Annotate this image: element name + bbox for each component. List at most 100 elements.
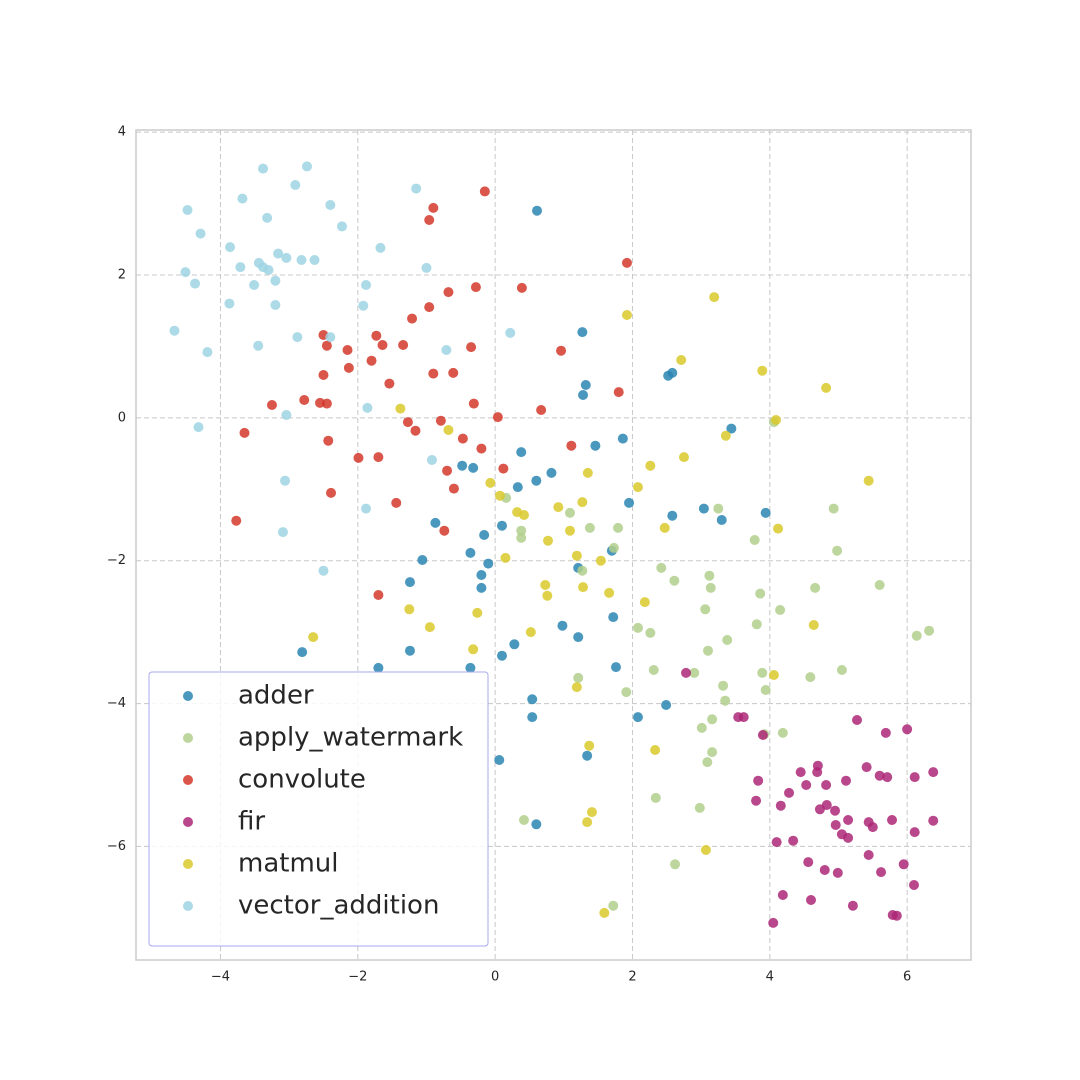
point: [768, 670, 779, 680]
legend-marker: [183, 775, 193, 785]
point: [784, 787, 795, 798]
point: [411, 183, 422, 194]
point: [632, 622, 643, 633]
point: [621, 687, 632, 698]
point: [843, 832, 854, 843]
point: [373, 452, 384, 463]
x-tick-label: −4: [211, 970, 230, 985]
y-tick-label: −2: [107, 553, 126, 568]
point: [417, 555, 428, 565]
point: [578, 582, 589, 593]
point: [582, 817, 593, 828]
legend-marker: [183, 733, 193, 743]
x-tick-label: 4: [766, 970, 774, 985]
point: [343, 362, 354, 373]
point: [755, 588, 766, 599]
point: [571, 682, 582, 693]
point: [492, 412, 503, 423]
point: [689, 667, 700, 678]
point: [297, 647, 308, 658]
point: [586, 807, 597, 818]
x-tick-label: 2: [628, 970, 636, 985]
point: [309, 255, 320, 265]
point: [546, 467, 557, 478]
point: [494, 490, 505, 501]
point: [512, 507, 523, 518]
point: [716, 515, 727, 525]
point: [773, 523, 784, 534]
point: [832, 867, 843, 878]
y-tick-label: 2: [118, 268, 126, 283]
point: [694, 802, 705, 813]
point: [578, 390, 589, 400]
point: [362, 402, 373, 413]
point: [821, 382, 832, 393]
point: [225, 242, 236, 253]
point: [669, 575, 680, 586]
point: [621, 310, 632, 320]
point: [810, 582, 821, 593]
point: [805, 672, 816, 683]
point: [428, 202, 439, 213]
point: [584, 740, 595, 751]
points: [169, 161, 939, 928]
point: [323, 435, 334, 446]
point: [479, 186, 490, 197]
point: [494, 755, 505, 765]
point: [801, 780, 812, 790]
point: [428, 368, 439, 379]
point: [678, 452, 689, 463]
point: [516, 532, 527, 543]
point: [180, 267, 191, 278]
point: [909, 772, 920, 783]
point: [891, 910, 902, 921]
point: [224, 298, 235, 309]
point: [775, 605, 786, 615]
ticks: −4 −2 0 2 4 6 −6 −4 −2 0 2 4: [107, 125, 911, 985]
point: [325, 332, 336, 343]
point: [398, 340, 409, 350]
point: [909, 827, 920, 838]
point: [698, 503, 709, 514]
point: [648, 665, 659, 675]
y-tick-label: 0: [118, 410, 126, 425]
point: [718, 680, 729, 691]
point: [828, 503, 839, 514]
point: [707, 747, 718, 758]
x-tick-label: 6: [903, 970, 911, 985]
point: [928, 815, 939, 826]
point: [670, 859, 681, 870]
point: [430, 517, 441, 528]
point: [902, 724, 913, 735]
point: [270, 275, 281, 286]
point: [410, 425, 421, 436]
point: [299, 395, 310, 405]
point: [705, 582, 716, 593]
point: [525, 627, 536, 638]
point: [509, 639, 520, 650]
point: [326, 487, 337, 498]
point: [806, 895, 817, 905]
point: [280, 475, 291, 486]
point: [676, 355, 687, 365]
point: [258, 163, 269, 174]
point: [321, 398, 332, 409]
point: [527, 694, 538, 705]
point: [599, 907, 610, 918]
point: [882, 772, 893, 783]
point: [202, 347, 213, 358]
point: [928, 767, 939, 778]
point: [308, 632, 319, 643]
point: [610, 662, 621, 673]
point: [667, 510, 678, 521]
point: [470, 282, 481, 293]
point: [830, 805, 841, 816]
point: [391, 497, 402, 508]
point: [656, 562, 667, 573]
point: [650, 745, 661, 755]
point: [632, 482, 643, 493]
point: [577, 565, 588, 576]
point: [556, 345, 567, 356]
point: [571, 550, 582, 561]
